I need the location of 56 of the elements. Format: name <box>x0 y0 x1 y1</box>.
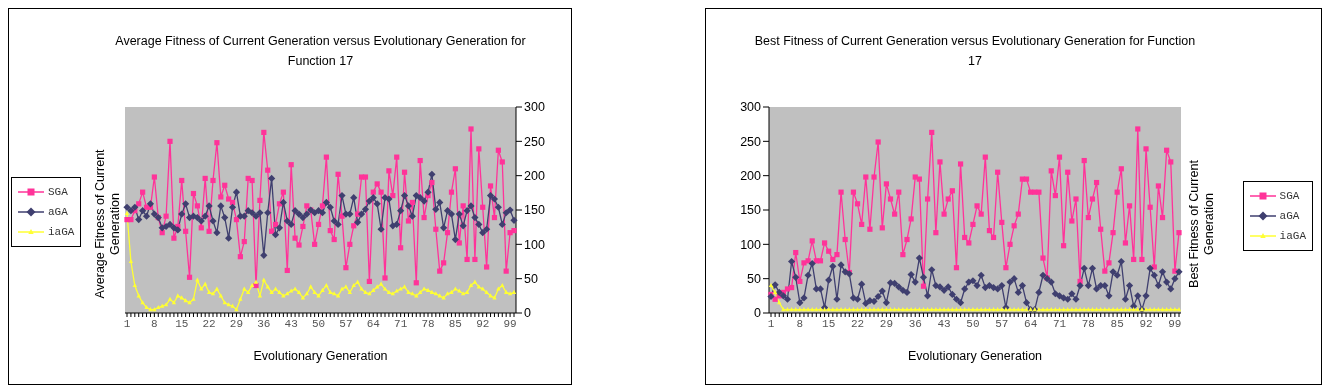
y2-tick-label: 50 <box>524 272 538 287</box>
y-axis-title: Average Fitness of Current Generation <box>93 148 123 301</box>
legend-label: iaGA <box>48 226 75 238</box>
x-tick-label: 85 <box>448 317 462 330</box>
x-tick-label: 64 <box>1024 317 1038 330</box>
x-tick-label: 43 <box>937 317 951 330</box>
x-tick-label: 29 <box>879 317 893 330</box>
x-axis-title: Evolutionary Generation <box>907 349 1043 363</box>
x-tick-label: 36 <box>908 317 922 330</box>
chart-title: Best Fitness of Current Generation versus Evolutionary Generation for Function 17 <box>753 33 1197 70</box>
legend-label: aGA <box>48 206 68 218</box>
y-tick-label: 300 <box>740 100 762 115</box>
y-tick-label: 150 <box>740 203 762 218</box>
y-tick-label: 100 <box>740 237 762 252</box>
x-tick-label: 15 <box>175 317 189 330</box>
x-tick-label: 50 <box>311 317 326 330</box>
x-tick-label: 64 <box>366 317 381 330</box>
legend-label: SGA <box>1279 190 1300 202</box>
x-tick-label: 8 <box>796 317 804 330</box>
y2-tick-label: 200 <box>524 169 545 184</box>
chart-title: Average Fitness of Current Generation versus Evolutionary Generation for Function 17 <box>114 33 527 70</box>
x-tick-label: 78 <box>421 317 435 330</box>
y2-tick-label: 250 <box>524 134 545 149</box>
y2-tick-label: 300 <box>524 100 545 115</box>
y2-tick-label: 100 <box>524 237 545 252</box>
x-tick-label: 57 <box>995 317 1009 330</box>
x-tick-label: 85 <box>1110 317 1124 330</box>
legend-label: SGA <box>48 186 68 198</box>
x-tick-label: 92 <box>1139 317 1153 330</box>
x-tick-label: 50 <box>966 317 980 330</box>
y-tick-label: 0 <box>754 306 762 321</box>
x-tick-label: 15 <box>822 317 836 330</box>
x-tick-label: 8 <box>151 317 158 330</box>
legend-label: iaGA <box>1279 230 1306 242</box>
y2-tick-label: 150 <box>524 203 545 218</box>
x-tick-label: 22 <box>202 317 216 330</box>
x-tick-label: 71 <box>394 317 408 330</box>
y-tick-label: 50 <box>747 272 762 287</box>
legend-label: aGA <box>1279 210 1300 222</box>
y2-tick-label: 0 <box>524 306 531 321</box>
y-tick-label: 250 <box>740 134 762 149</box>
x-tick-label: 36 <box>257 317 271 330</box>
y-axis-title: Best Fitness of Current Generation <box>1187 159 1217 290</box>
x-tick-label: 22 <box>850 317 865 330</box>
x-tick-label: 99 <box>1168 317 1182 330</box>
x-tick-label: 1 <box>123 317 131 330</box>
x-tick-label: 43 <box>284 317 298 330</box>
x-tick-label: 99 <box>503 317 517 330</box>
x-tick-label: 71 <box>1052 317 1067 330</box>
x-tick-label: 78 <box>1081 317 1095 330</box>
x-axis-title: Evolutionary Generation <box>253 349 388 363</box>
y-tick-label: 200 <box>740 169 762 184</box>
x-tick-label: 29 <box>229 317 244 330</box>
x-tick-label: 57 <box>339 317 353 330</box>
x-tick-label: 1 <box>767 317 775 330</box>
x-tick-label: 92 <box>476 317 490 330</box>
